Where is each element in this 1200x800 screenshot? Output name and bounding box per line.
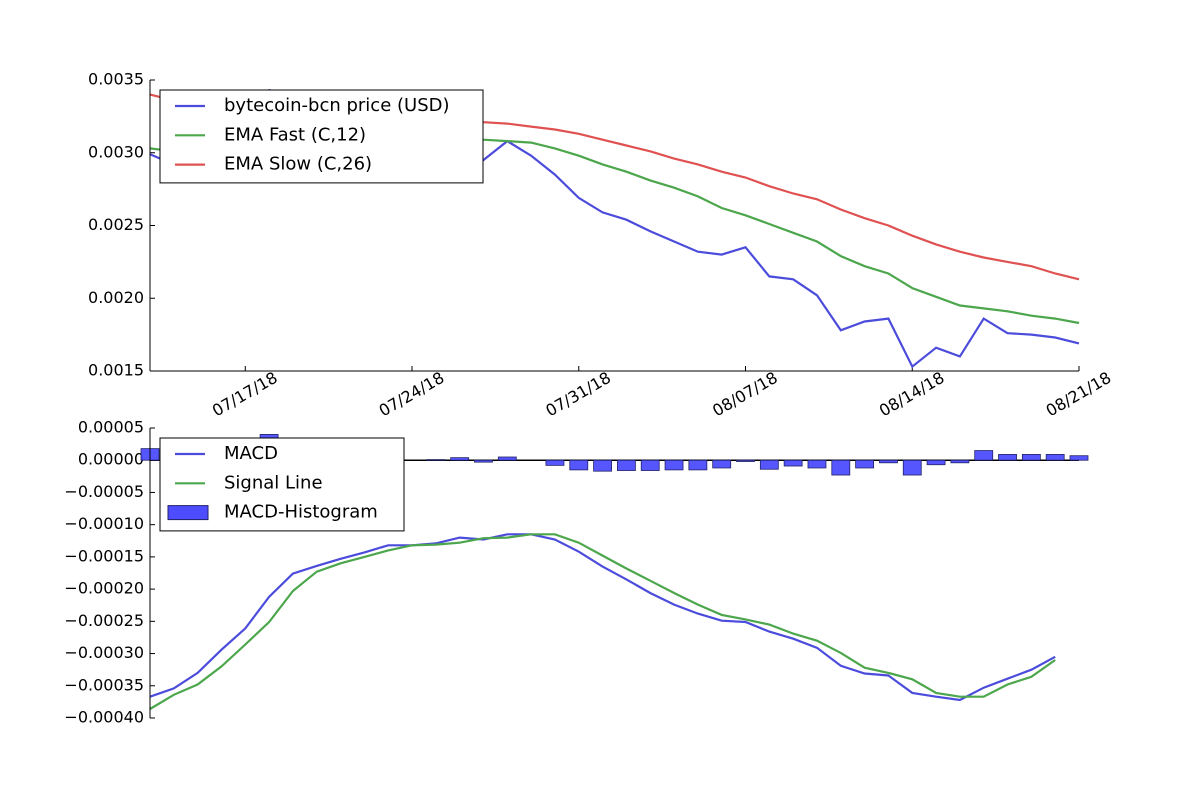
y-tick-label: −0.00005 bbox=[64, 482, 144, 501]
histogram-bar bbox=[736, 459, 755, 462]
series-line bbox=[149, 533, 1056, 702]
histogram-bar bbox=[664, 459, 684, 471]
histogram-bar bbox=[831, 459, 851, 476]
legend-box bbox=[159, 89, 484, 184]
x-tick-label: 08/07/18 bbox=[709, 368, 781, 420]
y-tick-label: −0.00025 bbox=[64, 611, 144, 630]
histogram-bar bbox=[902, 459, 922, 476]
legend-label: MACD-Histogram bbox=[224, 502, 378, 523]
y-tick-label: 0.00005 bbox=[78, 418, 144, 437]
legend-label: EMA Fast (C,12) bbox=[224, 124, 366, 145]
histogram-bar bbox=[974, 450, 994, 461]
histogram-bar bbox=[712, 459, 732, 469]
legend-label: bytecoin-bcn price (USD) bbox=[224, 95, 450, 116]
histogram-bar bbox=[688, 459, 708, 471]
y-tick-label: −0.00010 bbox=[64, 514, 144, 533]
histogram-bar bbox=[783, 459, 803, 467]
y-tick-label: −0.00015 bbox=[64, 546, 144, 565]
histogram-bar bbox=[926, 459, 946, 466]
x-tick-label: 07/17/18 bbox=[209, 368, 281, 420]
x-tick-label: 08/21/18 bbox=[1043, 368, 1115, 420]
histogram-bar bbox=[497, 456, 517, 461]
histogram-bar bbox=[855, 459, 875, 469]
histogram-bar bbox=[593, 459, 612, 472]
histogram-bar bbox=[807, 459, 827, 469]
histogram-bar bbox=[474, 459, 493, 463]
y-tick-label: −0.00020 bbox=[64, 579, 144, 598]
histogram-bar bbox=[450, 457, 470, 461]
y-tick-label: −0.00035 bbox=[64, 675, 144, 694]
legend-swatch bbox=[167, 505, 209, 521]
histogram-bar bbox=[545, 459, 565, 466]
legend-label: MACD bbox=[224, 443, 278, 464]
y-tick-label: 0.0025 bbox=[88, 215, 144, 234]
legend-label: Signal Line bbox=[224, 472, 323, 493]
histogram-bar bbox=[1021, 454, 1041, 461]
x-tick-label: 07/31/18 bbox=[542, 368, 614, 420]
legend-label: EMA Slow (C,26) bbox=[224, 154, 372, 175]
histogram-bar bbox=[998, 454, 1017, 461]
y-tick-label: 0.0020 bbox=[88, 288, 144, 307]
y-tick-label: 0.0035 bbox=[88, 70, 144, 89]
y-tick-label: −0.00040 bbox=[64, 708, 144, 727]
histogram-bar bbox=[950, 459, 970, 464]
histogram-bar bbox=[759, 459, 779, 470]
histogram-bar bbox=[879, 459, 898, 464]
y-tick-label: 0.0030 bbox=[88, 142, 144, 161]
y-tick-label: −0.00030 bbox=[64, 643, 144, 662]
x-tick-label: 07/24/18 bbox=[376, 368, 448, 420]
legend: MACD Signal Line MACD-Histogram bbox=[159, 437, 405, 532]
histogram-bar bbox=[617, 459, 636, 471]
histogram-bar bbox=[1069, 455, 1089, 461]
y-tick-label: 0.00000 bbox=[78, 450, 144, 469]
histogram-bar bbox=[640, 459, 660, 471]
legend: bytecoin-bcn price (USD) EMA Fast (C,12) E… bbox=[159, 89, 484, 184]
series-line bbox=[149, 533, 1056, 710]
y-tick-label: 0.0015 bbox=[88, 361, 144, 380]
x-tick-label: 08/14/18 bbox=[876, 368, 948, 420]
histogram-bar bbox=[569, 459, 589, 471]
histogram-bar bbox=[1045, 454, 1065, 461]
histogram-bar bbox=[426, 459, 446, 461]
